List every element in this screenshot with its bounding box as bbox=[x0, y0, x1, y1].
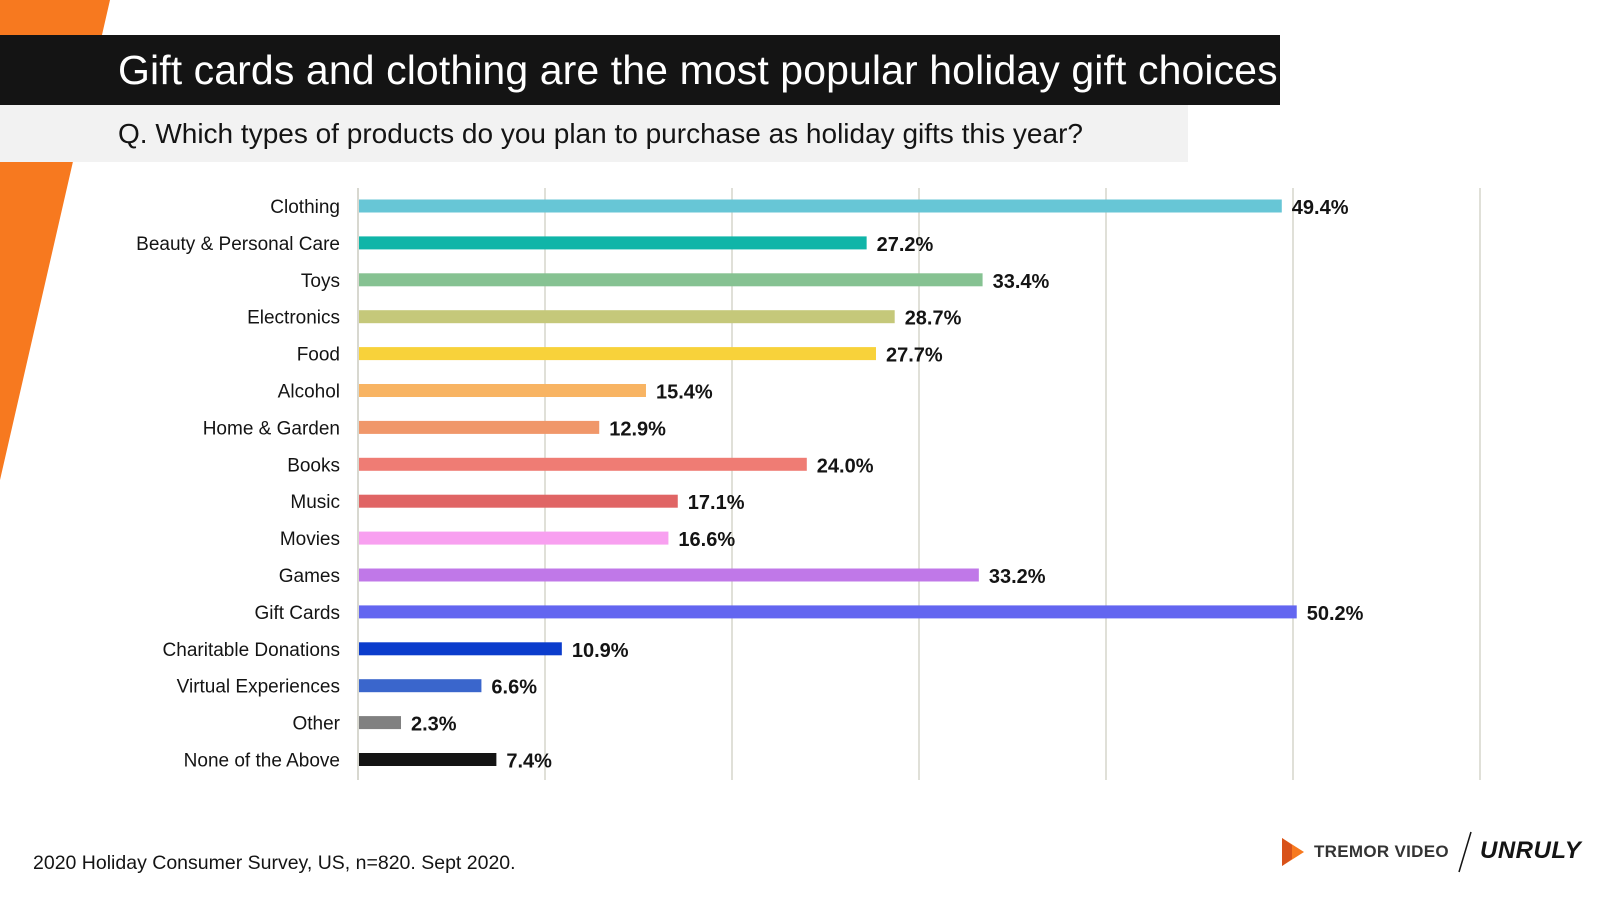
category-label: Electronics bbox=[247, 308, 340, 329]
value-label: 10.9% bbox=[572, 640, 629, 662]
bar bbox=[358, 236, 867, 250]
value-label: 27.2% bbox=[877, 234, 934, 256]
category-label: Other bbox=[292, 714, 340, 735]
bar bbox=[358, 716, 402, 730]
category-label: Virtual Experiences bbox=[177, 677, 340, 698]
category-label: Home & Garden bbox=[203, 418, 340, 439]
category-label: Movies bbox=[280, 529, 340, 550]
value-label: 28.7% bbox=[905, 308, 962, 330]
value-label: 7.4% bbox=[506, 751, 552, 773]
value-label: 6.6% bbox=[491, 677, 537, 699]
value-label: 15.4% bbox=[656, 382, 713, 404]
bar bbox=[358, 568, 979, 582]
value-label: 33.4% bbox=[993, 271, 1050, 293]
bar bbox=[358, 347, 876, 361]
value-label: 24.0% bbox=[817, 455, 874, 477]
category-label: Toys bbox=[301, 271, 340, 292]
bar bbox=[358, 420, 600, 434]
bar bbox=[358, 679, 482, 693]
bar bbox=[358, 531, 669, 545]
title-bar: Gift cards and clothing are the most pop… bbox=[0, 35, 1280, 105]
category-label: Food bbox=[297, 345, 340, 366]
value-label: 49.4% bbox=[1292, 197, 1349, 219]
bar bbox=[358, 310, 895, 324]
bar bbox=[358, 457, 807, 471]
category-label: Books bbox=[287, 455, 340, 476]
bar-chart: Clothing 49.4% Beauty & Personal Care 27.2%… bbox=[136, 188, 1481, 780]
category-label: Charitable Donations bbox=[163, 640, 340, 661]
value-label: 16.6% bbox=[678, 529, 735, 551]
category-label: Clothing bbox=[270, 197, 340, 218]
bar bbox=[358, 494, 678, 508]
category-label: Games bbox=[279, 566, 340, 587]
subtitle-bar: Q. Which types of products do you plan t… bbox=[0, 105, 1188, 162]
value-label: 33.2% bbox=[989, 566, 1046, 588]
value-label: 27.7% bbox=[886, 345, 943, 367]
tremor-video-logo: TREMOR VIDEO bbox=[1280, 836, 1449, 868]
unruly-logo: UNRULY bbox=[1480, 837, 1582, 864]
value-label: 12.9% bbox=[609, 418, 666, 440]
category-label: None of the Above bbox=[184, 751, 340, 772]
tremor-video-wordmark: TREMOR VIDEO bbox=[1314, 842, 1449, 861]
category-label: Beauty & Personal Care bbox=[136, 234, 340, 255]
play-icon bbox=[1282, 838, 1304, 866]
bar bbox=[358, 642, 562, 656]
category-label: Music bbox=[290, 492, 340, 513]
bar bbox=[358, 199, 1282, 213]
bar bbox=[358, 273, 983, 287]
value-label: 2.3% bbox=[411, 714, 457, 736]
bar bbox=[358, 753, 497, 766]
source-footnote: 2020 Holiday Consumer Survey, US, n=820.… bbox=[33, 852, 516, 874]
category-label: Gift Cards bbox=[254, 603, 340, 624]
category-label: Alcohol bbox=[278, 382, 340, 403]
value-label: 50.2% bbox=[1307, 603, 1364, 625]
chart-subtitle: Q. Which types of products do you plan t… bbox=[118, 117, 1083, 149]
value-label: 17.1% bbox=[688, 492, 745, 514]
chart-title: Gift cards and clothing are the most pop… bbox=[118, 46, 1278, 93]
bar bbox=[358, 384, 646, 397]
bar bbox=[358, 605, 1297, 619]
brand-divider bbox=[1458, 831, 1472, 873]
